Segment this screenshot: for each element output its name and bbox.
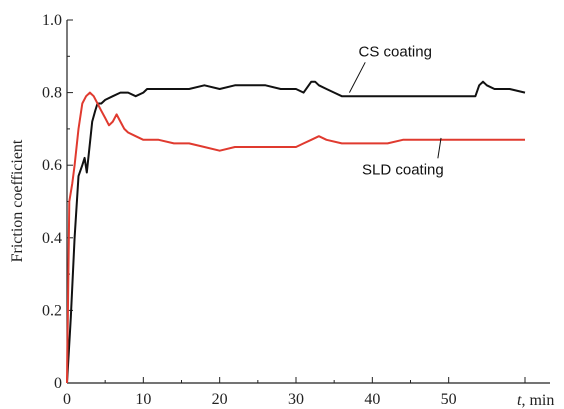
- y-tick-label-0.6: 0.6: [42, 157, 62, 174]
- y-tick-label-0.8: 0.8: [42, 85, 62, 102]
- series-line-0: [66, 80, 526, 384]
- x-tick-label-50: 50: [441, 391, 457, 408]
- series-line-1: [66, 91, 525, 384]
- annotation-label-0: CS coating: [359, 43, 432, 60]
- x-axis-label-var: t: [517, 392, 522, 409]
- x-tick-label-10: 10: [135, 391, 151, 408]
- y-tick-label-0: 0: [54, 375, 62, 392]
- annotation-leader-1: [437, 137, 442, 159]
- x-axis-label-unit: , min: [521, 392, 554, 409]
- y-tick-label-0.2: 0.2: [42, 302, 62, 319]
- x-tick-label-20: 20: [212, 391, 228, 408]
- annotation-label-1: SLD coating: [362, 161, 444, 178]
- y-tick-label-1.0: 1.0: [42, 12, 62, 29]
- x-tick-label-30: 30: [288, 391, 304, 408]
- plot-area: [66, 20, 550, 384]
- y-tick-label-0.4: 0.4: [42, 230, 62, 247]
- annotation-leader-0: [348, 62, 366, 93]
- series-layer: [66, 80, 526, 384]
- x-tick-label-0: 0: [63, 391, 71, 408]
- axis-ticks: 0 10 20 30 40 50 0 0.2 0.4 0.6 0.8 1.0: [42, 12, 526, 408]
- x-axis-label: t, min: [517, 392, 554, 409]
- y-axis-label: Friction coefficient: [9, 139, 26, 262]
- annotation-layer: CS coating SLD coating: [348, 43, 444, 178]
- x-tick-label-40: 40: [364, 391, 380, 408]
